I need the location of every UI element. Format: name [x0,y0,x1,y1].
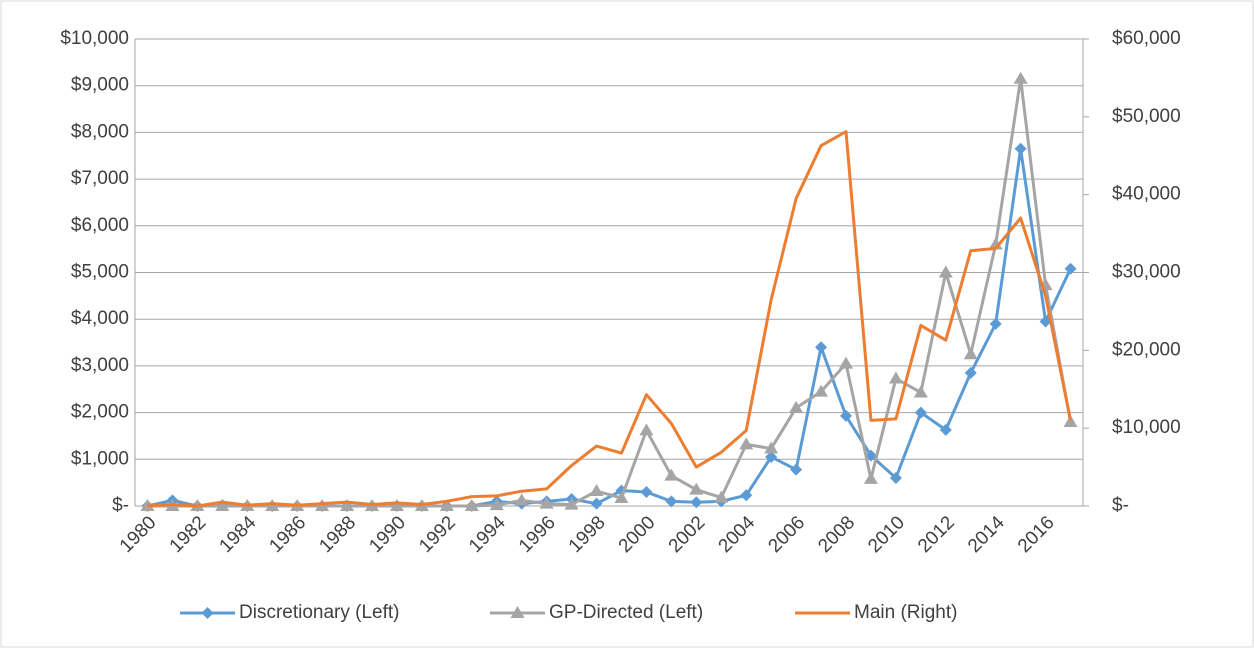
marker [863,471,878,484]
y2-tick-label: $10,000 [1112,417,1181,438]
marker [464,499,479,511]
marker [840,409,852,422]
marker [790,463,803,476]
marker [590,497,603,510]
marker [510,606,525,618]
y2-tick-label: $20,000 [1112,339,1181,360]
marker [938,265,953,278]
marker [789,400,804,413]
marker [739,437,754,450]
y2-tick-label: $30,000 [1112,262,1181,283]
marker [1063,414,1078,427]
legend-label: Main (Right) [854,602,957,623]
y-tick-label: $8,000 [71,121,129,142]
marker [815,341,828,354]
y-tick-label: $- [112,495,129,516]
marker [989,317,1002,330]
marker [714,490,729,503]
marker [889,471,902,484]
marker [765,450,778,463]
y-tick-label: $5,000 [71,262,129,283]
marker [939,423,952,436]
marker [740,489,753,502]
marker [1064,262,1077,275]
marker [589,484,604,497]
series-line [147,130,1073,508]
marker [564,497,579,510]
y-tick-label: $1,000 [71,448,129,469]
marker [614,491,629,504]
marker [489,498,504,511]
y-tick-label: $2,000 [71,402,129,423]
marker [640,485,653,498]
marker [439,499,454,511]
y2-tick-label: $- [1112,495,1129,516]
marker [963,347,978,360]
marker [689,482,704,495]
y-tick-label: $7,000 [71,168,129,189]
y2-tick-label: $60,000 [1112,28,1181,49]
y-tick-label: $3,000 [71,355,129,376]
legend-label: Discretionary (Left) [239,602,400,623]
y-tick-label: $10,000 [60,28,129,49]
marker [914,406,927,419]
marker [764,441,779,454]
marker [814,384,829,397]
legend-label: GP-Directed (Left) [549,602,703,623]
marker [1039,315,1052,328]
y-tick-label: $6,000 [71,215,129,236]
marker [664,468,679,481]
marker [340,499,355,511]
marker [888,371,903,384]
marker [690,496,703,509]
marker [1013,71,1028,84]
marker [1014,142,1027,155]
marker [839,356,853,369]
marker [639,423,654,436]
marker [201,607,214,619]
marker [964,366,977,379]
marker [539,496,554,509]
marker [215,499,230,511]
marker [665,495,678,508]
y2-tick-label: $40,000 [1112,184,1181,205]
marker [988,237,1003,250]
y-tick-label: $9,000 [71,75,129,96]
marker [514,493,529,506]
marker [389,499,404,511]
y2-tick-label: $50,000 [1112,106,1181,127]
marker [913,385,928,398]
y-tick-label: $4,000 [71,308,129,329]
